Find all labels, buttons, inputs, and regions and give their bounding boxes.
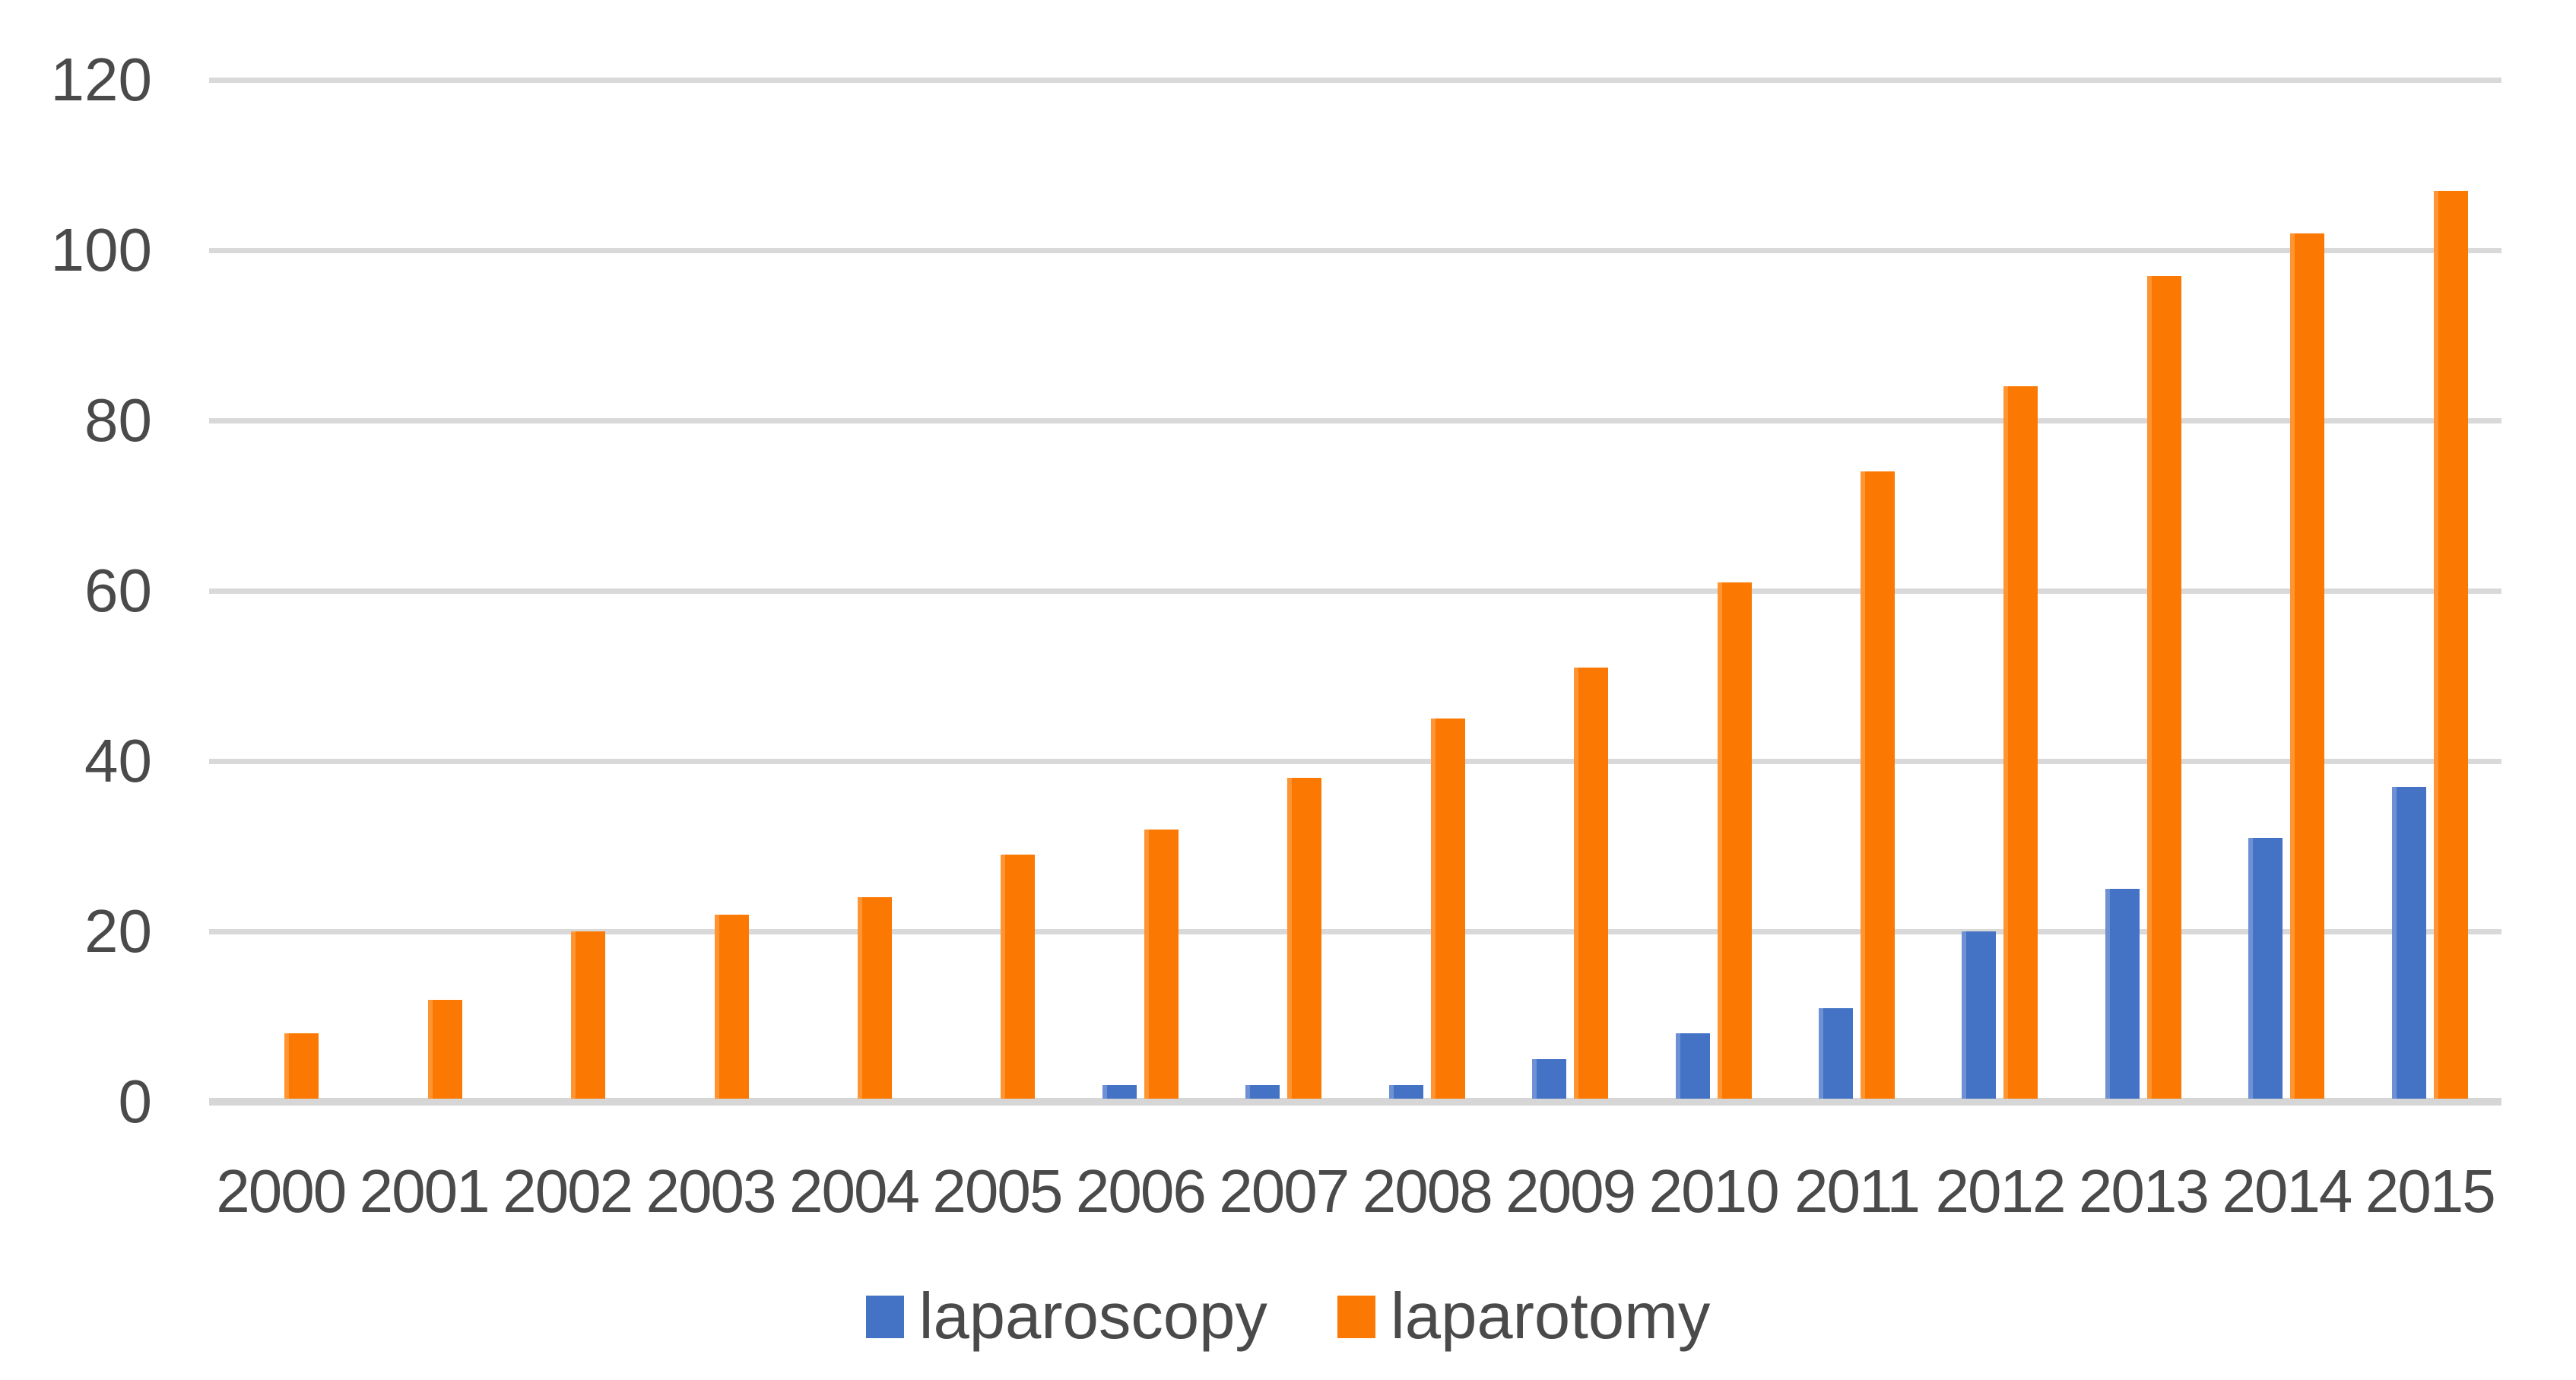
x-tick-label: 2011 (1794, 1157, 1921, 1225)
x-axis-line (209, 1098, 2501, 1106)
bar-laparoscopy-2011 (1819, 1007, 1854, 1099)
x-tick-label: 2013 (2078, 1157, 2210, 1225)
legend-label-laparotomy: laparotomy (1390, 1280, 1711, 1353)
gridline (209, 588, 2501, 594)
y-tick-label: 0 (118, 1068, 153, 1135)
legend-item-laparoscopy: laparoscopy (865, 1279, 1267, 1355)
y-tick-label: 20 (84, 897, 152, 965)
chart-legend: laparoscopy laparotomy (0, 1279, 2576, 1355)
gridline (209, 758, 2501, 764)
x-tick-label: 2006 (1075, 1157, 1207, 1225)
x-tick-label: 2010 (1648, 1157, 1780, 1225)
x-tick-label: 2009 (1505, 1157, 1636, 1225)
bar-laparotomy-2011 (1861, 471, 1896, 1099)
bar-laparotomy-2007 (1287, 778, 1322, 1099)
bar-laparotomy-2008 (1430, 719, 1465, 1099)
x-tick-label: 2004 (788, 1157, 920, 1225)
bar-laparotomy-2013 (2146, 275, 2181, 1099)
bar-laparotomy-2006 (1144, 829, 1179, 1099)
x-tick-label: 2008 (1362, 1157, 1493, 1225)
bar-laparotomy-2004 (857, 897, 892, 1099)
bar-laparotomy-2005 (1001, 855, 1036, 1099)
x-tick-label: 2002 (503, 1157, 633, 1225)
legend-swatch-laparoscopy-icon (865, 1296, 904, 1338)
bar-laparotomy-2015 (2433, 190, 2468, 1099)
gridline (209, 77, 2501, 83)
bar-laparoscopy-2007 (1245, 1084, 1280, 1099)
x-tick-label: 2000 (216, 1157, 347, 1225)
bar-laparoscopy-2013 (2105, 889, 2140, 1099)
x-tick-label: 2003 (646, 1157, 777, 1225)
bar-laparotomy-2010 (1717, 582, 1752, 1099)
bar-laparotomy-2003 (714, 914, 749, 1099)
legend-item-laparotomy: laparotomy (1337, 1279, 1710, 1355)
legend-swatch-laparotomy-icon (1337, 1296, 1375, 1338)
bar-laparoscopy-2015 (2391, 786, 2426, 1099)
legend-label-laparoscopy: laparoscopy (918, 1280, 1267, 1353)
bar-laparoscopy-2008 (1388, 1084, 1423, 1099)
x-tick-label: 2005 (932, 1157, 1063, 1225)
x-tick-label: 2012 (1935, 1157, 2066, 1225)
bar-laparoscopy-2012 (1962, 931, 1997, 1099)
bar-laparoscopy-2010 (1675, 1033, 1710, 1099)
bar-laparoscopy-2006 (1102, 1084, 1137, 1099)
bar-laparotomy-2002 (571, 931, 606, 1099)
bar-laparotomy-2012 (2003, 386, 2038, 1099)
y-tick-label: 120 (50, 46, 152, 113)
y-tick-label: 40 (84, 727, 152, 795)
x-tick-label: 2014 (2222, 1157, 2352, 1225)
gridline (209, 928, 2501, 934)
gridline (209, 247, 2501, 253)
gridline (209, 417, 2501, 424)
bar-laparotomy-2014 (2290, 233, 2325, 1099)
bar-laparoscopy-2014 (2248, 837, 2283, 1099)
y-tick-label: 80 (84, 386, 152, 454)
x-tick-label: 2001 (359, 1157, 490, 1225)
x-tick-label: 2015 (2365, 1157, 2496, 1225)
bar-laparotomy-2001 (427, 999, 462, 1099)
y-tick-label: 60 (84, 557, 152, 624)
bar-laparotomy-2009 (1574, 667, 1609, 1099)
x-tick-label: 2007 (1219, 1157, 1350, 1225)
y-tick-label: 100 (50, 216, 152, 284)
bar-laparoscopy-2009 (1532, 1059, 1567, 1099)
bar-laparotomy-2000 (284, 1033, 319, 1099)
